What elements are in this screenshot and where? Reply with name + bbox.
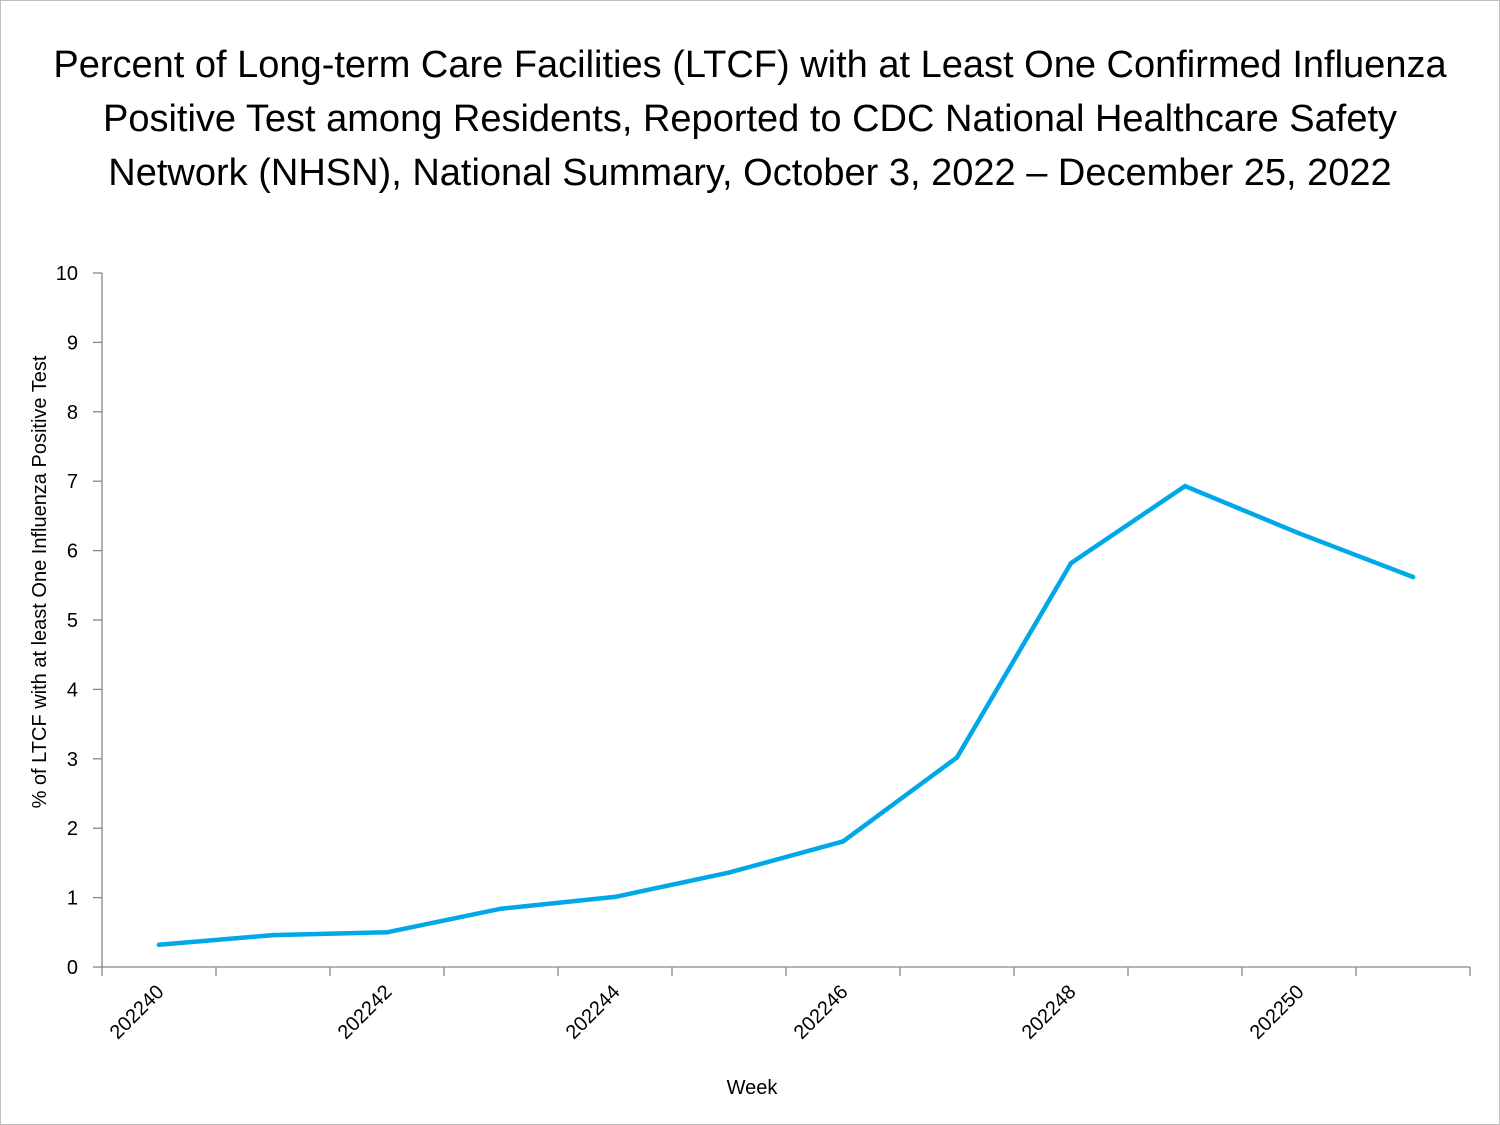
data-point xyxy=(840,839,846,844)
series-layer xyxy=(156,483,1416,948)
y-tick-label: 9 xyxy=(67,332,78,354)
y-tick-label: 1 xyxy=(67,888,78,910)
x-tick-label: 202242 xyxy=(334,981,397,1044)
data-point xyxy=(612,894,618,900)
chart-title-line-2: Positive Test among Residents, Reported … xyxy=(102,98,1398,140)
data-point xyxy=(1296,530,1302,536)
chart-title-line-3: Network (NHSN), National Summary, Octobe… xyxy=(108,152,1392,194)
data-point xyxy=(270,932,276,938)
x-tick-label: 202240 xyxy=(106,981,169,1044)
y-tick-label: 3 xyxy=(67,749,78,771)
chart-title: Percent of Long-term Care Facilities (LT… xyxy=(0,38,1500,200)
data-point xyxy=(1410,574,1416,580)
data-point xyxy=(1182,483,1188,489)
x-tick-label: 202250 xyxy=(1246,981,1309,1044)
x-tick-label: 202248 xyxy=(1018,981,1081,1044)
y-tick-label: 4 xyxy=(67,679,78,701)
data-point xyxy=(1068,560,1074,566)
y-axis: 0 1 2 3 4 5 6 7 8 9 10 xyxy=(56,263,103,979)
y-tick-label: 10 xyxy=(56,263,78,285)
y-tick-label: 2 xyxy=(67,818,78,840)
data-point xyxy=(498,906,504,912)
x-tick-label: 202246 xyxy=(790,981,853,1044)
data-point xyxy=(384,930,390,935)
y-tick-label: 0 xyxy=(67,957,78,979)
x-tick-label: 202244 xyxy=(562,981,625,1044)
y-tick-label: 6 xyxy=(67,541,78,563)
y-tick-label: 7 xyxy=(67,471,78,493)
x-axis-title: Week xyxy=(727,1077,779,1099)
y-axis-title: % of LTCF with at least One Influenza Po… xyxy=(29,355,51,808)
x-axis: 202240 202242 202244 202246 202248 202250 xyxy=(101,966,1471,1044)
series-line xyxy=(156,483,1416,948)
chart-title-line-1: Percent of Long-term Care Facilities (LT… xyxy=(53,44,1447,86)
data-point xyxy=(954,755,960,760)
y-tick-label: 5 xyxy=(67,610,78,632)
data-point xyxy=(156,942,162,948)
data-point xyxy=(726,870,732,875)
y-tick-label: 8 xyxy=(67,402,78,424)
